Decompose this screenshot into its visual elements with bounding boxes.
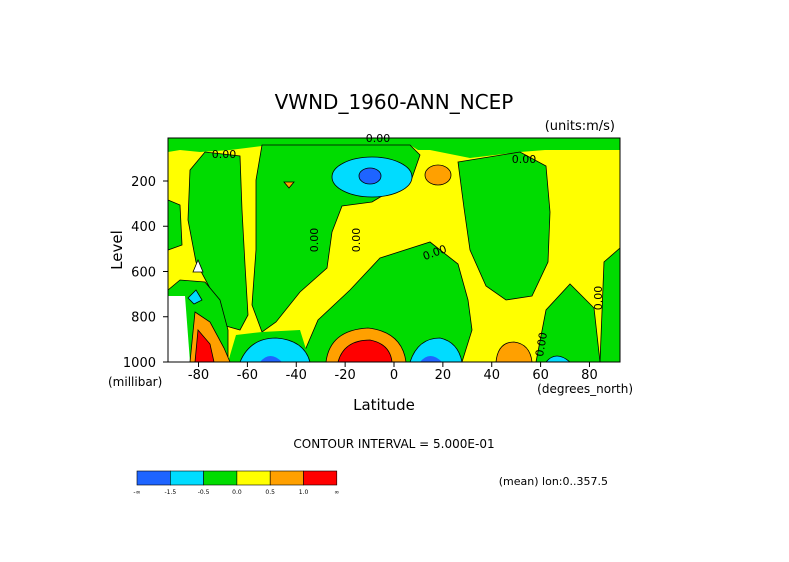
fill-orange [495,341,533,363]
x-tick-label: -20 [335,368,356,383]
fill-green [168,138,620,158]
colorbar-label: 0.0 [232,489,242,496]
y-tick-label: 1000 [123,356,156,371]
fill-orange [283,181,295,189]
fill-cyan [239,337,311,363]
colorbar-label: -∞ [133,489,140,496]
contour-label: 0.00 [308,228,321,253]
colorbar-label: -0.5 [198,489,210,496]
y-tick-label: 200 [131,175,156,190]
fill-green [187,151,249,331]
contour-label: 0.00 [592,286,605,311]
contour-label: 0.00 [533,331,550,357]
colorbar-label: -1.5 [164,489,176,496]
fill-blue [260,356,282,362]
colorbar-box [136,470,171,486]
y-tick-label: 800 [131,311,156,326]
y-axis-label: Level [108,230,126,270]
x-tick-label: 40 [483,368,500,383]
fill-green [167,199,183,251]
x-tick-label: -60 [237,368,258,383]
colorbar-box [236,470,271,486]
colorbar-box [303,470,338,486]
y-tick-label: 600 [131,265,156,280]
x-tick-label: 60 [532,368,549,383]
chart-title: VWND_1960-ANN_NCEP [275,90,514,114]
colorbar-label: 0.5 [265,489,275,496]
colorbar-label: ∞ [334,489,339,496]
units-label: (units:m/s) [545,119,615,134]
x-tick-label: 0 [390,368,398,383]
contour-field [167,138,621,363]
fill-blue [420,356,442,362]
contour-label: 0.00 [212,148,237,161]
colorbar-box [203,470,238,486]
footnote: (mean) lon:0..357.5 [499,475,608,488]
contour-label: 0.00 [350,228,363,253]
contour-label: 0.00 [366,132,391,145]
fill-white [192,258,204,273]
y-unit-label: (millibar) [108,375,162,389]
fill-orange [424,164,452,186]
x-tick-label: 80 [581,368,598,383]
fill-green [457,151,551,301]
x-tick-label: 20 [435,368,452,383]
x-tick-label: -40 [286,368,307,383]
contour-label: 0.00 [512,153,537,166]
fill-cyan [409,337,463,363]
colorbar-box [269,470,304,486]
y-tick-label: 400 [131,220,156,235]
colorbar-box [170,470,204,486]
fill-undefined [168,296,190,362]
x-axis-label: Latitude [353,396,415,414]
fill-blue [358,167,382,185]
x-unit-label: (degrees_north) [537,382,633,396]
fill-green [299,241,473,363]
colorbar-label: 1.0 [299,489,309,496]
x-tick-label: -80 [188,368,209,383]
fill-red [337,339,393,363]
fill-cyan [187,289,203,305]
contour-interval: CONTOUR INTERVAL = 5.000E-01 [293,437,494,451]
